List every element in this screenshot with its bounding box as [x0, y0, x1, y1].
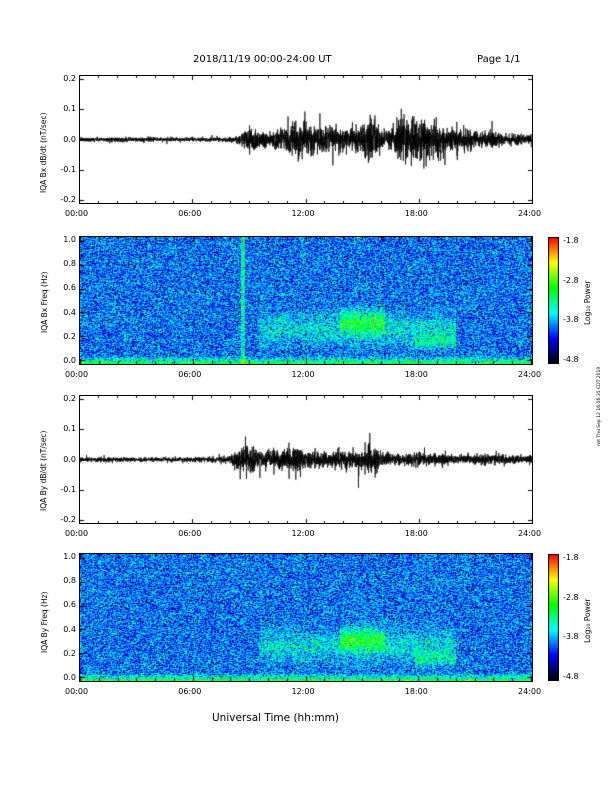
y-tick-label: 0.1 — [63, 424, 76, 434]
date-range-title: 2018/11/19 00:00-24:00 UT — [193, 54, 332, 65]
x-tick-label: 06:00 — [178, 370, 202, 379]
y-tick-label: 1.0 — [63, 235, 76, 244]
by-dbdt-ylabel: IQA By dB/dt (nT/sec) — [39, 430, 48, 511]
page-number: Page 1/1 — [477, 54, 521, 65]
by-spectrogram — [80, 554, 532, 681]
x-tick-label: 18:00 — [404, 370, 428, 379]
bx-spectrogram — [80, 237, 532, 364]
y-tick-label: 1.0 — [63, 552, 76, 561]
y-tick-label: 0.6 — [63, 600, 76, 610]
x-tick-label: 00:00 — [65, 687, 89, 696]
x-tick-label: 06:00 — [178, 687, 202, 696]
x-tick-label: 12:00 — [291, 529, 315, 538]
y-tick-label: 0.1 — [63, 104, 76, 114]
bx-dbdt-trace — [79, 75, 533, 204]
y-tick-label: -0.1 — [60, 484, 76, 494]
y-tick-label: 0.8 — [63, 576, 76, 586]
y-tick-label: 0.2 — [63, 331, 76, 341]
x-tick-label: 12:00 — [291, 370, 315, 379]
x-tick-label: 00:00 — [65, 529, 89, 538]
colorbar-tick-label: -1.8 — [563, 236, 579, 245]
colorbar-tick-label: -2.8 — [563, 592, 579, 602]
colorbar-tick-label: -1.8 — [563, 553, 579, 562]
x-axis-title: Universal Time (hh:mm) — [212, 712, 339, 724]
bx-freq-ylabel: IQA Bx Freq (Hz) — [40, 271, 49, 333]
x-tick-label: 00:00 — [65, 370, 89, 379]
colorbar-bx-label: Log₁₀ Power — [583, 280, 592, 325]
y-tick-label: 0.4 — [63, 624, 76, 634]
colorbar-tick-label: -3.8 — [563, 315, 579, 325]
panel-by-spec-frame — [79, 553, 533, 682]
x-tick-label: 06:00 — [178, 209, 202, 218]
colorbar-tick-label: -2.8 — [563, 275, 579, 285]
y-tick-label: 0.6 — [63, 283, 76, 293]
y-tick-label: 0.2 — [63, 648, 76, 658]
x-tick-label: 24:00 — [518, 687, 542, 696]
x-tick-label: 00:00 — [65, 209, 89, 218]
colorbar-bx — [548, 237, 559, 364]
x-tick-label: 24:00 — [518, 529, 542, 538]
bx-dbdt-ylabel: IQA Bx dB/dt (nT/sec) — [39, 112, 48, 193]
x-tick-label: 18:00 — [404, 687, 428, 696]
x-tick-label: 24:00 — [518, 370, 542, 379]
colorbar-by — [548, 554, 559, 681]
colorbar-tick-label: -4.8 — [563, 355, 579, 364]
x-tick-label: 06:00 — [178, 529, 202, 538]
y-tick-label: -0.1 — [60, 164, 76, 174]
x-tick-label: 12:00 — [291, 687, 315, 696]
panel-bx-spec-frame — [79, 236, 533, 365]
x-tick-label: 24:00 — [518, 209, 542, 218]
y-tick-label: 0.8 — [63, 259, 76, 269]
generation-note: nst Thu Sep 12 16:56:35 CDT 2019 — [597, 366, 602, 446]
colorbar-by-label: Log₁₀ Power — [583, 598, 592, 643]
x-tick-label: 18:00 — [404, 209, 428, 218]
y-tick-label: 0.0 — [63, 454, 76, 464]
y-tick-label: 0.0 — [63, 134, 76, 144]
by-dbdt-trace — [79, 395, 533, 524]
by-freq-ylabel: IQA By Freq (Hz) — [40, 591, 49, 653]
y-tick-label: -0.2 — [60, 195, 76, 204]
y-tick-label: -0.2 — [60, 515, 76, 524]
y-tick-label: 0.2 — [63, 74, 76, 83]
y-tick-label: 0.0 — [63, 673, 76, 682]
colorbar-tick-label: -3.8 — [563, 632, 579, 642]
y-tick-label: 0.0 — [63, 356, 76, 365]
x-tick-label: 18:00 — [404, 529, 428, 538]
y-tick-label: 0.4 — [63, 307, 76, 317]
y-tick-label: 0.2 — [63, 394, 76, 403]
x-tick-label: 12:00 — [291, 209, 315, 218]
colorbar-tick-label: -4.8 — [563, 672, 579, 681]
